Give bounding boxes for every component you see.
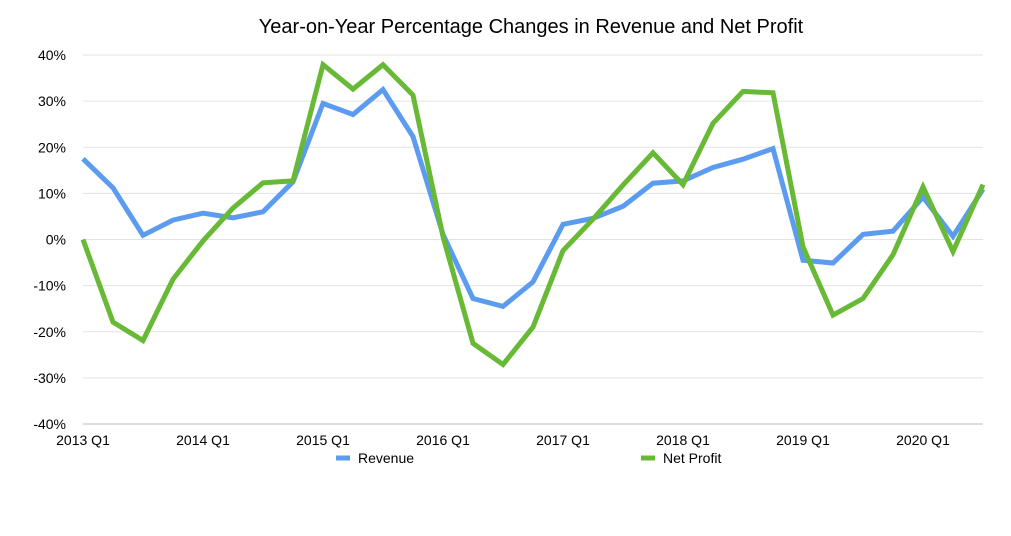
x-tick-label: 2014 Q1 xyxy=(176,432,230,448)
x-tick-label: 2016 Q1 xyxy=(416,432,470,448)
legend: Revenue Net Profit xyxy=(336,450,721,466)
y-tick-label: -40% xyxy=(33,416,66,432)
x-tick-label: 2015 Q1 xyxy=(296,432,350,448)
y-tick-label: 30% xyxy=(38,93,66,109)
legend-label: Revenue xyxy=(358,450,414,466)
y-tick-label: 20% xyxy=(38,139,66,155)
y-tick-label: -10% xyxy=(33,278,66,294)
y-tick-label: 0% xyxy=(46,232,66,248)
grid-lines xyxy=(83,54,983,425)
chart-title: Year-on-Year Percentage Changes in Reven… xyxy=(259,16,804,38)
x-tick-label: 2017 Q1 xyxy=(536,432,590,448)
series-line-net-profit xyxy=(80,60,986,368)
series-line-revenue xyxy=(81,85,986,310)
y-tick-label: -20% xyxy=(33,324,66,340)
y-tick-label: 10% xyxy=(38,185,66,201)
series-lines xyxy=(80,60,986,368)
y-axis-ticks: -40% -30% -20% -10% 0% 10% 20% 30% 40% xyxy=(33,47,66,432)
y-tick-label: -30% xyxy=(33,370,66,386)
x-tick-label: 2013 Q1 xyxy=(56,432,110,448)
x-tick-label: 2018 Q1 xyxy=(656,432,710,448)
x-axis-ticks: 2013 Q1 2014 Q1 2015 Q1 2016 Q1 2017 Q1 2018 … xyxy=(56,432,950,448)
legend-label: Net Profit xyxy=(663,450,721,466)
x-tick-label: 2020 Q1 xyxy=(896,432,950,448)
x-tick-label: 2019 Q1 xyxy=(776,432,830,448)
y-tick-label: 40% xyxy=(38,47,66,63)
